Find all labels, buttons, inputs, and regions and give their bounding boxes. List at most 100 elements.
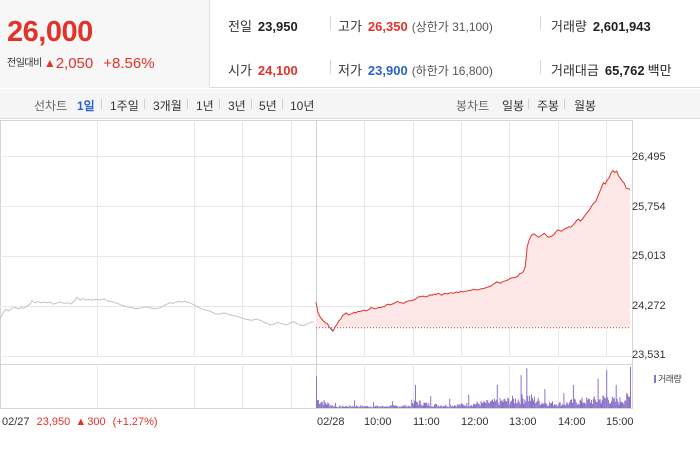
volume-bar — [396, 406, 398, 408]
volume-bar — [464, 405, 466, 408]
volume-bar — [614, 401, 616, 408]
volume-bar — [591, 403, 593, 408]
volume-bar — [369, 406, 371, 408]
volume-bar — [415, 384, 416, 408]
volume-bar — [446, 406, 448, 408]
volume-bar — [418, 400, 420, 408]
volume-bar — [320, 401, 322, 408]
volume-bar — [388, 406, 390, 408]
volume-bar — [491, 400, 493, 408]
volume-bar — [434, 404, 435, 408]
y-tick-label: 25,754 — [632, 201, 666, 213]
volume-bar — [496, 384, 498, 408]
volume-bar — [397, 407, 399, 408]
volume-bar — [475, 403, 477, 408]
volume-bar — [474, 404, 475, 408]
volume-bar — [576, 404, 578, 408]
volume-bar — [468, 394, 470, 408]
high-stat: 고가 26,350 (상한가 31,100) — [338, 16, 493, 35]
volume-bar — [556, 406, 558, 408]
volume-bar — [373, 402, 375, 408]
volume-bar — [359, 405, 361, 408]
volume-bar — [429, 406, 431, 408]
volume-bar — [478, 404, 480, 408]
volume-bar — [454, 405, 455, 408]
volume-bar — [474, 404, 476, 408]
volume-bar — [620, 401, 622, 408]
volume-bar — [508, 398, 510, 408]
volume-bar — [438, 406, 440, 408]
open-value: 24,100 — [257, 63, 298, 78]
volume-bar — [621, 402, 623, 408]
volume-bar — [548, 405, 550, 408]
tab-5-years[interactable]: 5년 — [259, 99, 277, 113]
volume-bar — [458, 404, 460, 408]
volume-bar — [487, 400, 489, 408]
volume-bar — [329, 406, 331, 408]
volume-bar — [439, 406, 441, 408]
trade-value-value: 65,762 — [604, 63, 645, 78]
volume-bar — [529, 395, 531, 408]
volume-bar — [591, 400, 592, 408]
volume-bar — [333, 406, 335, 408]
tab-1-day[interactable]: 1일 — [77, 99, 95, 113]
volume-bar — [592, 398, 594, 408]
volume-bar — [516, 402, 518, 408]
volume-bar — [325, 403, 327, 408]
volume-bar — [415, 401, 417, 408]
volume-bar — [544, 389, 546, 408]
volume-bar — [413, 404, 415, 408]
volume-bar — [603, 396, 605, 408]
volume-bar — [552, 401, 553, 408]
volume-bar — [559, 402, 561, 408]
volume-bar — [406, 407, 408, 408]
tab-monthly-candle[interactable]: 월봉 — [574, 99, 597, 113]
quote-header: 26,000 전일대비 ▲2,050 +8.56% 전일 23,950 고가 26,35… — [0, 0, 700, 88]
volume-bar — [513, 403, 515, 408]
volume-bar — [347, 406, 349, 408]
volume-bar — [448, 407, 450, 408]
volume-bar — [362, 406, 364, 408]
tab-1-week[interactable]: 1주일 — [110, 99, 139, 113]
tab-10-years[interactable]: 10년 — [290, 99, 315, 113]
volume-bar — [485, 403, 487, 408]
volume-bar — [356, 406, 358, 408]
volume-bar — [514, 398, 516, 408]
volume-bar — [619, 397, 621, 408]
tab-3-years[interactable]: 3년 — [228, 99, 246, 113]
volume-bar — [443, 406, 445, 408]
volume-bar — [560, 406, 562, 408]
divider — [564, 99, 565, 109]
volume-bar — [408, 405, 410, 408]
volume-bar — [573, 398, 575, 408]
volume-bar — [498, 404, 500, 408]
volume-bar — [488, 403, 490, 408]
volume-bar — [460, 403, 462, 408]
divider — [101, 99, 102, 109]
volume-bar — [604, 398, 606, 408]
volume-bar — [354, 400, 356, 408]
volume-bar — [332, 405, 334, 408]
volume-bar — [476, 401, 478, 408]
volume-bar — [466, 403, 468, 408]
tab-daily-candle[interactable]: 일봉 — [502, 99, 525, 113]
volume-bar — [447, 406, 449, 408]
volume-bar — [622, 402, 624, 408]
volume-bar — [317, 400, 318, 408]
tab-3-months[interactable]: 3개월 — [153, 99, 182, 113]
volume-bar — [613, 397, 615, 408]
volume-bar — [533, 396, 535, 408]
volume-bar — [440, 405, 442, 408]
volume-bar — [612, 398, 614, 408]
price-chart[interactable]: 26,495 25,754 25,013 24,272 23,531 거래량 0… — [0, 120, 700, 450]
volume-bar — [344, 406, 346, 408]
volume-bar — [605, 398, 607, 408]
volume-bar — [463, 405, 465, 408]
volume-bar — [511, 400, 513, 408]
tab-weekly-candle[interactable]: 주봉 — [537, 99, 560, 113]
volume-bar — [584, 402, 586, 408]
volume-bar — [387, 407, 389, 408]
volume-bar — [617, 401, 619, 408]
tab-1-year[interactable]: 1년 — [196, 99, 214, 113]
divider — [330, 16, 331, 30]
